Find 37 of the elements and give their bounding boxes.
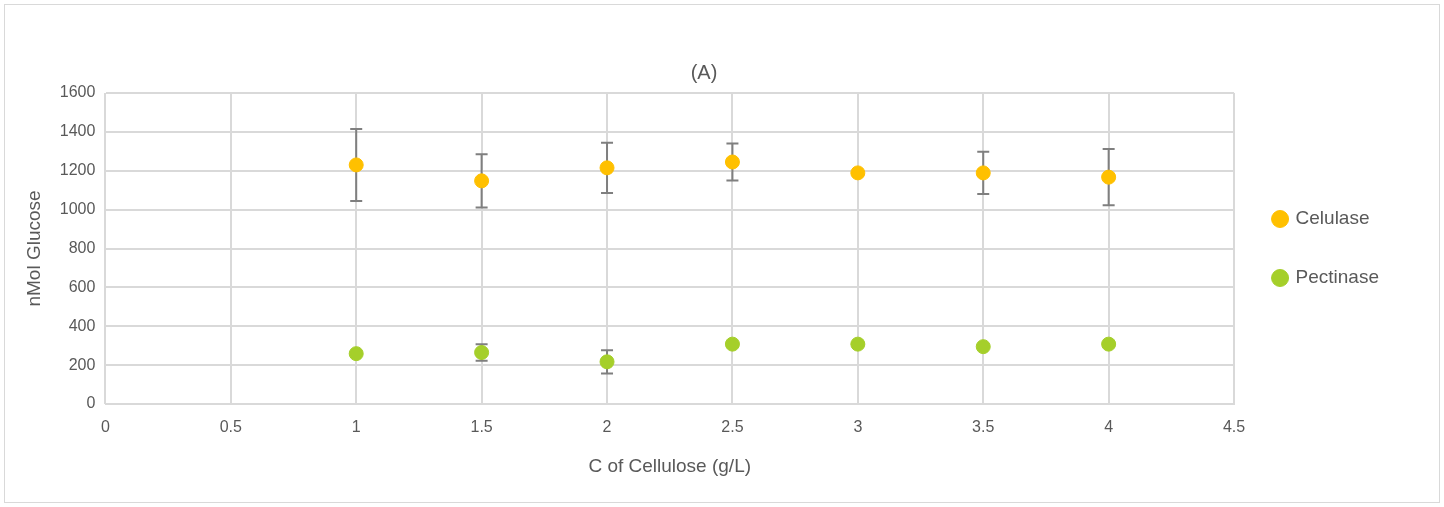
chart-title: (A) (690, 60, 718, 83)
point (975, 339, 991, 355)
point (724, 336, 740, 352)
y-tick-label: 1000 (59, 200, 96, 218)
x-tick-label: 0 (100, 418, 110, 436)
y-tick-label: 0 (86, 394, 96, 412)
point (474, 173, 490, 189)
x-tick-label: 2 (602, 418, 612, 436)
point (1101, 169, 1117, 185)
y-tick-label: 400 (68, 316, 96, 334)
x-tick-label: 2.5 (721, 418, 744, 436)
y-axis-title: nMol Glucose (22, 190, 44, 307)
point (975, 165, 991, 181)
point (348, 157, 364, 173)
x-tick-label: 4 (1104, 418, 1114, 436)
x-tick-label: 3 (853, 418, 863, 436)
point (599, 354, 615, 370)
y-tick-label: 1200 (59, 161, 96, 179)
legend-label: Celulase (1295, 207, 1370, 229)
point (348, 346, 364, 362)
point (850, 336, 866, 352)
point (599, 160, 615, 176)
y-tick-label: 1600 (59, 83, 96, 101)
x-tick-label: 1.5 (470, 418, 493, 436)
x-tick-label: 3.5 (972, 418, 995, 436)
x-tick-label: 1 (351, 418, 361, 436)
x-axis-title: C of Cellulose (g/L) (588, 454, 752, 476)
point (850, 165, 866, 181)
x-tick-label: 0.5 (219, 418, 243, 436)
point (1101, 336, 1117, 352)
legend-label: Pectinase (1295, 266, 1380, 288)
y-tick-label: 800 (68, 238, 96, 256)
y-tick-label: 600 (68, 277, 96, 295)
point (724, 154, 740, 170)
y-tick-label: 1400 (59, 122, 96, 140)
x-tick-label: 4.5 (1222, 418, 1246, 436)
y-tick-label: 200 (68, 355, 96, 373)
